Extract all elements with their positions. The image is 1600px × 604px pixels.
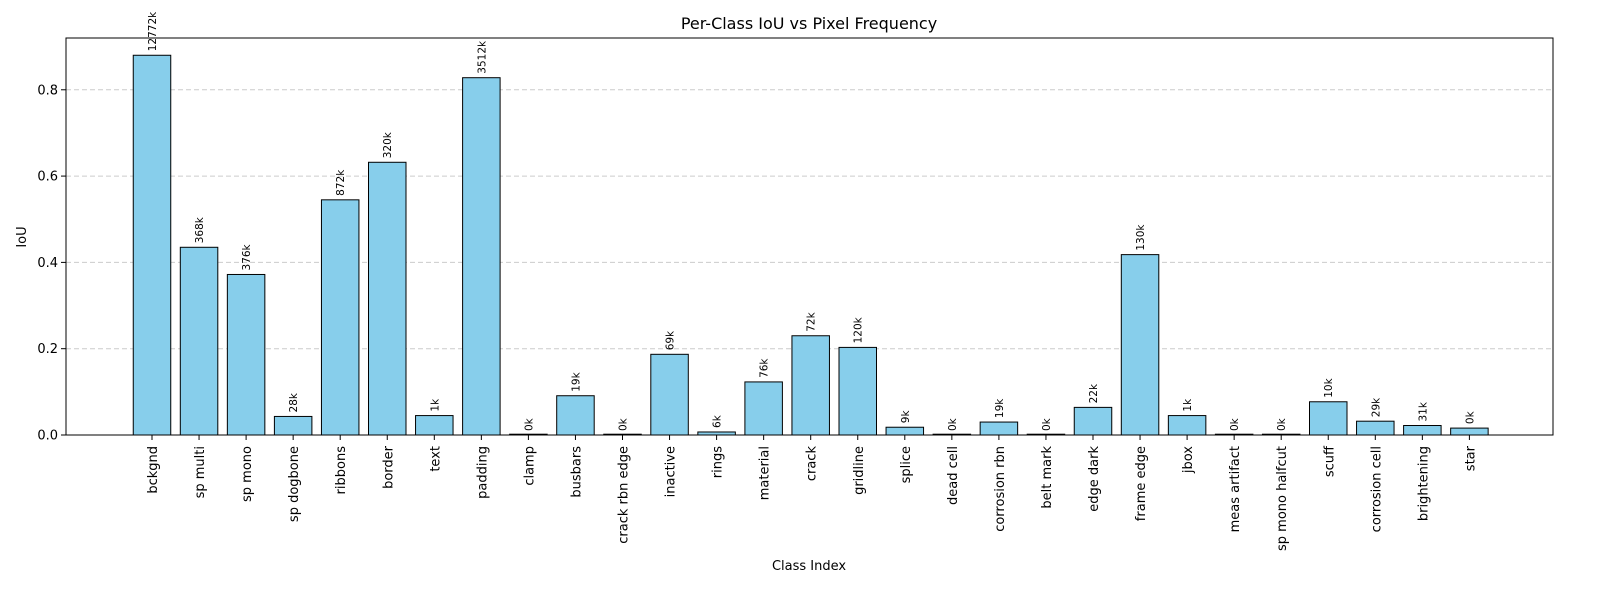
x-tick-label: corrosion rbn xyxy=(993,446,1008,532)
x-axis-label: Class Index xyxy=(772,559,846,574)
bar-value-label: 0k xyxy=(947,417,959,431)
bars xyxy=(132,54,1489,436)
y-tick-label: 0.6 xyxy=(37,170,58,185)
bar xyxy=(320,199,360,436)
bar xyxy=(1403,425,1442,436)
bar-value-label: 9k xyxy=(900,410,912,424)
bar-value-label: 0k xyxy=(1041,417,1053,431)
chart-title: Per-Class IoU vs Pixel Frequency xyxy=(681,14,937,33)
bar xyxy=(132,54,172,436)
x-tick-label: padding xyxy=(475,446,490,499)
x-tick-label: ribbons xyxy=(334,446,349,495)
bar xyxy=(462,77,501,436)
x-tick-label: corrosion cell xyxy=(1369,446,1384,532)
x-tick-label: bckgnd xyxy=(146,446,161,494)
bar-value-label: 19k xyxy=(570,371,582,391)
bar-value-label: 10k xyxy=(1323,377,1335,397)
x-tick-label: sp dogbone xyxy=(287,446,302,522)
bar xyxy=(1356,420,1395,436)
bar xyxy=(1120,254,1160,436)
y-axis-ticks: 0.0 0.2 0.4 0.6 0.8 xyxy=(37,83,66,444)
x-tick-label: border xyxy=(381,445,396,489)
bar xyxy=(1309,401,1348,436)
x-tick-label: sp mono halfcut xyxy=(1275,446,1290,551)
bar xyxy=(885,426,925,436)
x-tick-label: rings xyxy=(711,446,726,478)
bar-value-label: 872k xyxy=(335,169,347,196)
x-tick-label: frame edge xyxy=(1134,446,1149,521)
x-tick-label: busbars xyxy=(569,446,584,498)
bar-value-label: 0k xyxy=(618,417,630,431)
bar-value-label: 6k xyxy=(712,414,724,428)
bar-value-label: 1k xyxy=(1182,398,1194,412)
bar-value-label: 0k xyxy=(1276,417,1288,431)
bar-value-label: 29k xyxy=(1370,397,1382,417)
x-tick-label: sp mono xyxy=(240,446,255,502)
plot-area-frame xyxy=(65,37,1554,436)
y-tick-label: 0.0 xyxy=(37,429,58,444)
bar-value-label: 368k xyxy=(194,216,206,243)
x-axis-ticks: bckgnd sp multi sp mono sp dogbone ribbons bo… xyxy=(146,435,1478,551)
bar xyxy=(226,273,266,436)
bar xyxy=(556,395,595,436)
bar xyxy=(791,335,830,436)
x-tick-label: splice xyxy=(899,446,914,483)
x-tick-label: scuff xyxy=(1322,445,1337,477)
x-tick-label: edge dark xyxy=(1087,446,1102,512)
x-tick-label: star xyxy=(1463,445,1478,471)
bar-value-label: 19k xyxy=(994,398,1006,418)
bar xyxy=(1073,406,1113,436)
x-tick-label: dead cell xyxy=(946,446,961,505)
bar-value-label: 28k xyxy=(288,392,300,412)
bar-value-label: 0k xyxy=(523,417,535,431)
bar-value-label: 0k xyxy=(1229,417,1241,431)
x-tick-label: belt mark xyxy=(1040,446,1055,509)
x-tick-label: jbox xyxy=(1181,446,1196,474)
bar xyxy=(744,381,783,436)
bar-value-label: 3512k xyxy=(476,40,488,74)
x-tick-label: gridline xyxy=(852,446,867,495)
x-tick-label: crack rbn edge xyxy=(617,446,632,544)
bar-value-label: 320k xyxy=(382,131,394,158)
x-tick-label: brightening xyxy=(1416,446,1431,521)
x-tick-label: material xyxy=(758,446,773,500)
bar-value-label: 76k xyxy=(759,358,771,378)
bar xyxy=(415,415,454,436)
x-tick-label: meas artifact xyxy=(1228,446,1243,532)
bar-value-label: 72k xyxy=(806,311,818,331)
bar-value-label: 1k xyxy=(429,398,441,412)
bar-value-label: 130k xyxy=(1135,224,1147,251)
y-axis-label: IoU xyxy=(15,226,30,247)
x-tick-label: sp multi xyxy=(193,446,208,498)
x-tick-label: clamp xyxy=(522,446,537,486)
bar xyxy=(979,421,1019,436)
y-tick-label: 0.2 xyxy=(37,342,58,357)
bar-value-label: 31k xyxy=(1417,401,1429,421)
bar xyxy=(838,346,877,436)
bar xyxy=(368,161,407,436)
bar xyxy=(650,353,689,436)
x-tick-label: crack xyxy=(805,446,820,482)
bar-value-label: 376k xyxy=(241,243,253,270)
bar xyxy=(1167,415,1207,436)
x-tick-label: inactive xyxy=(664,446,679,497)
bar xyxy=(179,246,219,436)
bar-value-label: 120k xyxy=(853,316,865,343)
bar xyxy=(1450,427,1489,436)
bar-value-labels: 12772k 368k 376k 28k 872k 320k 1k 3512k 0k 19k 0k 6… xyxy=(147,11,1476,431)
bar-value-label: 22k xyxy=(1088,383,1100,403)
bar-value-label: 69k xyxy=(665,330,677,350)
bar-value-label: 12772k xyxy=(147,11,159,51)
bar-value-label: 0k xyxy=(1464,410,1476,424)
y-tick-label: 0.4 xyxy=(37,256,58,271)
y-tick-label: 0.8 xyxy=(37,83,58,98)
bar xyxy=(273,415,313,436)
x-tick-label: text xyxy=(428,446,443,472)
